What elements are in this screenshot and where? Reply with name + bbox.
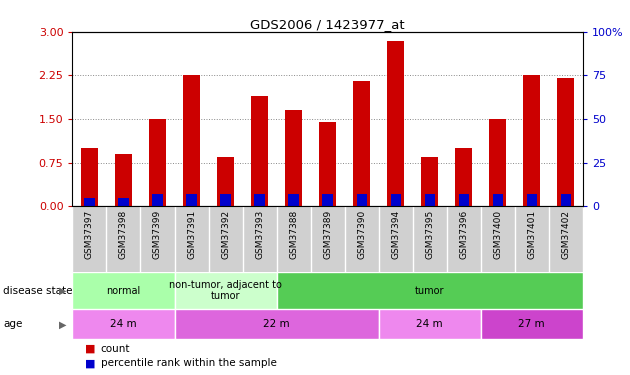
Text: disease state: disease state xyxy=(3,286,72,296)
Bar xyxy=(527,194,537,206)
Text: ▶: ▶ xyxy=(59,286,67,296)
Bar xyxy=(357,194,367,206)
Bar xyxy=(217,157,234,206)
Text: GSM37402: GSM37402 xyxy=(561,210,570,258)
Text: GSM37393: GSM37393 xyxy=(255,210,264,259)
Bar xyxy=(493,194,503,206)
Text: count: count xyxy=(101,344,130,354)
Text: 27 m: 27 m xyxy=(518,320,545,329)
Bar xyxy=(481,309,583,339)
Text: normal: normal xyxy=(106,286,140,296)
Bar xyxy=(558,78,575,206)
Bar xyxy=(175,272,277,309)
Bar xyxy=(353,81,370,206)
Text: GSM37401: GSM37401 xyxy=(527,210,536,259)
Bar xyxy=(81,148,98,206)
Bar xyxy=(118,198,129,206)
Bar xyxy=(455,148,472,206)
Text: GSM37391: GSM37391 xyxy=(187,210,196,259)
Bar xyxy=(183,75,200,206)
Bar xyxy=(277,272,583,309)
Bar xyxy=(425,194,435,206)
Bar xyxy=(387,40,404,206)
Text: GSM37400: GSM37400 xyxy=(493,210,502,259)
Text: GSM37392: GSM37392 xyxy=(221,210,230,259)
Text: GSM37397: GSM37397 xyxy=(85,210,94,259)
Text: 24 m: 24 m xyxy=(110,320,137,329)
Text: 22 m: 22 m xyxy=(263,320,290,329)
Bar xyxy=(379,309,481,339)
Bar xyxy=(186,194,197,206)
Bar xyxy=(490,119,507,206)
Bar xyxy=(421,157,438,206)
Bar xyxy=(391,194,401,206)
Bar xyxy=(285,110,302,206)
Bar xyxy=(152,194,163,206)
Bar xyxy=(84,198,94,206)
Bar xyxy=(523,75,541,206)
Bar xyxy=(251,96,268,206)
Bar xyxy=(561,194,571,206)
Text: GSM37398: GSM37398 xyxy=(119,210,128,259)
Bar xyxy=(220,194,231,206)
Text: GSM37395: GSM37395 xyxy=(425,210,434,259)
Text: percentile rank within the sample: percentile rank within the sample xyxy=(101,358,277,368)
Bar xyxy=(72,309,175,339)
Text: non-tumor, adjacent to
tumor: non-tumor, adjacent to tumor xyxy=(169,280,282,302)
Text: GSM37399: GSM37399 xyxy=(153,210,162,259)
Title: GDS2006 / 1423977_at: GDS2006 / 1423977_at xyxy=(250,18,405,31)
Bar xyxy=(289,194,299,206)
Bar xyxy=(72,272,175,309)
Text: ■: ■ xyxy=(85,358,96,368)
Text: age: age xyxy=(3,320,23,329)
Text: tumor: tumor xyxy=(415,286,444,296)
Bar xyxy=(459,194,469,206)
Bar xyxy=(115,154,132,206)
Bar xyxy=(255,194,265,206)
Text: GSM37388: GSM37388 xyxy=(289,210,298,259)
Bar xyxy=(149,119,166,206)
Text: GSM37394: GSM37394 xyxy=(391,210,400,259)
Text: GSM37390: GSM37390 xyxy=(357,210,366,259)
Text: GSM37389: GSM37389 xyxy=(323,210,332,259)
Bar xyxy=(323,194,333,206)
Text: GSM37396: GSM37396 xyxy=(459,210,468,259)
Bar xyxy=(319,122,336,206)
Text: 24 m: 24 m xyxy=(416,320,443,329)
Text: ▶: ▶ xyxy=(59,320,67,329)
Text: ■: ■ xyxy=(85,344,96,354)
Bar xyxy=(175,309,379,339)
